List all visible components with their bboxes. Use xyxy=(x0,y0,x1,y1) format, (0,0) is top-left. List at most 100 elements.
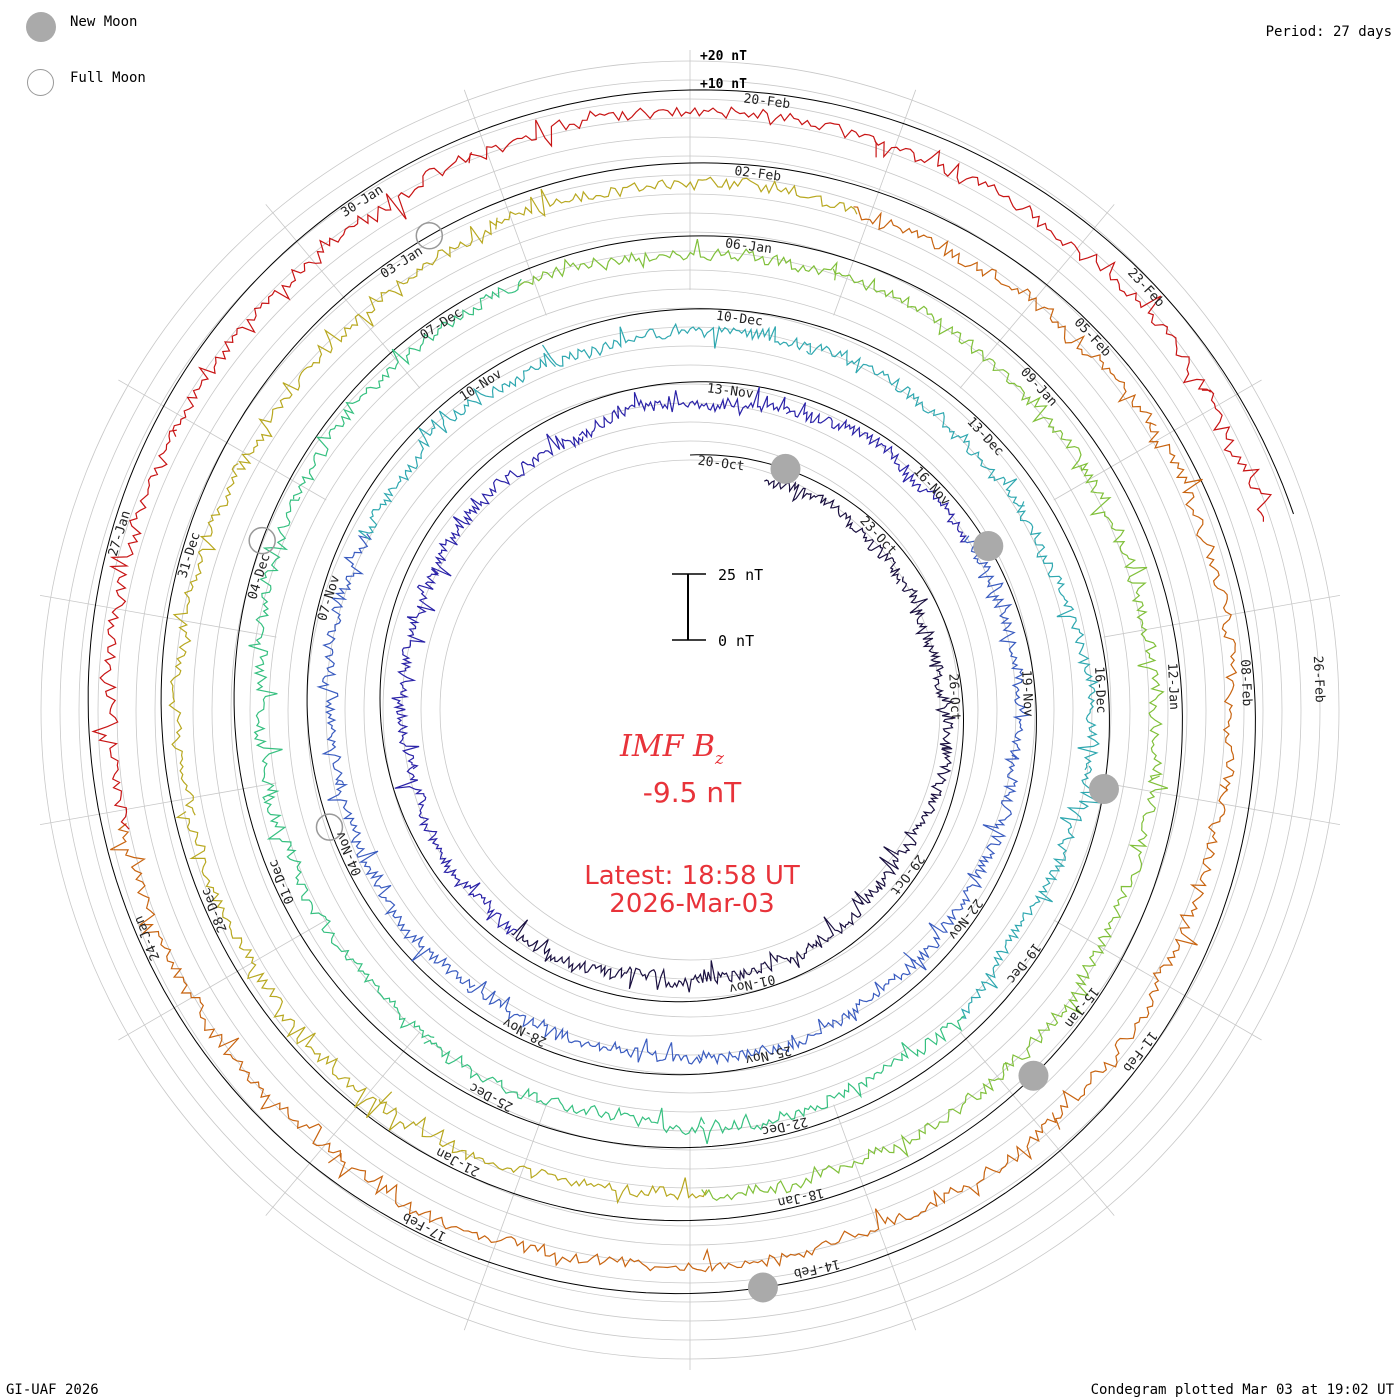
scale-bar-bottom-label: 0 nT xyxy=(718,632,754,650)
grid-ring xyxy=(344,364,1036,1056)
date-label: 20-Feb xyxy=(743,91,792,112)
date-label: 26-Oct xyxy=(945,673,962,721)
grid-ring xyxy=(230,250,1150,1170)
date-label: 20-Oct xyxy=(697,454,745,475)
bz-trace-segment xyxy=(328,1152,710,1273)
bz-trace-segment xyxy=(431,433,584,577)
reference-spiral xyxy=(87,89,1294,1295)
bz-trace-segment xyxy=(1054,784,1229,1130)
center-title: IMF B xyxy=(619,729,715,764)
bz-trace-segment xyxy=(901,576,956,749)
footer-credit: GI-UAF 2026 xyxy=(6,1382,99,1398)
date-label: 07-Dec xyxy=(418,305,466,343)
grid-spoke xyxy=(833,89,917,316)
grid-spoke xyxy=(265,1031,421,1216)
date-label: 13-Dec xyxy=(964,415,1007,460)
grid-spoke xyxy=(959,204,1115,389)
date-label: 23-Oct xyxy=(856,514,899,559)
bz-trace-segment xyxy=(1080,465,1165,781)
center-latest: Latest: 18:58 UT xyxy=(584,861,800,891)
date-label: 24-Jan xyxy=(131,913,163,962)
grid-spoke xyxy=(39,594,277,638)
data-traces xyxy=(91,106,1273,1273)
date-label: 23-Feb xyxy=(1124,266,1167,311)
date-label: 29-Oct xyxy=(887,851,927,897)
grid-ring xyxy=(325,345,1055,1075)
date-label: 19-Dec xyxy=(1003,940,1043,986)
new-moon-marker xyxy=(1088,773,1119,804)
grid-ring xyxy=(268,288,1112,1132)
bz-trace-segment xyxy=(293,278,522,500)
new-moon-marker xyxy=(747,1272,778,1303)
bz-trace-segment xyxy=(175,811,393,1119)
bz-trace-segment xyxy=(832,268,1089,472)
grid-ring xyxy=(173,193,1207,1227)
bz-trace-segment xyxy=(394,764,518,935)
date-label: 27-Jan xyxy=(106,509,134,558)
new-moon-marker xyxy=(1018,1060,1049,1091)
date-label: 16-Dec xyxy=(1091,666,1108,714)
bz-trace-segment xyxy=(518,238,838,287)
date-label: 11-Feb xyxy=(1119,1028,1159,1075)
bz-trace-segment xyxy=(168,463,239,816)
date-label: 26-Feb xyxy=(1310,655,1327,703)
date-label: 10-Nov xyxy=(457,367,505,405)
bz-trace-segment xyxy=(1004,775,1169,1071)
bz-trace-segment xyxy=(1148,422,1238,792)
bz-trace-segment xyxy=(853,206,1157,427)
reference-rings xyxy=(87,89,1294,1295)
date-label: 12-Jan xyxy=(1164,663,1181,711)
period-label: Period: 27 days xyxy=(1265,24,1392,40)
bz-trace-segment xyxy=(874,140,1212,393)
bz-trace-segment xyxy=(236,217,498,470)
grid-spoke xyxy=(1103,594,1341,638)
bz-trace-segment xyxy=(578,386,791,439)
grid-spoke xyxy=(265,204,421,389)
grid-ring xyxy=(192,212,1188,1208)
grid-spoke xyxy=(118,919,327,1041)
full-moon-legend-icon xyxy=(27,69,54,96)
grid-spokes xyxy=(39,50,1341,1370)
bz-trace-segment xyxy=(248,496,301,801)
bz-trace-segment xyxy=(316,533,373,784)
bz-trace-segment xyxy=(511,919,700,993)
full-moon-marker xyxy=(315,813,344,841)
date-label: 30-Jan xyxy=(339,183,387,221)
date-label: 03-Jan xyxy=(378,244,426,282)
date-label: 08-Feb xyxy=(1237,659,1254,707)
scale-bar: 25 nT 0 nT xyxy=(672,566,763,650)
date-label: 10-Dec xyxy=(715,309,763,330)
bz-trace-segment xyxy=(110,823,341,1158)
grid-ring xyxy=(249,269,1131,1151)
bz-trace-segment xyxy=(785,402,967,543)
bz-trace-segment xyxy=(854,745,953,905)
bz-trace-segment xyxy=(701,1062,1008,1202)
bz-trace-segment xyxy=(699,1015,966,1145)
grid-spoke xyxy=(118,379,327,501)
date-label: 06-Jan xyxy=(724,236,772,257)
bz-trace-segment xyxy=(495,176,858,230)
new-moon-legend-icon xyxy=(26,12,56,42)
bz-trace-segment xyxy=(378,1099,708,1205)
grid-ring xyxy=(382,402,998,1018)
bz-trace-segment xyxy=(468,106,877,164)
bz-trace-segment xyxy=(172,151,473,437)
ring-scale-label-20: +20 nT xyxy=(700,49,747,64)
date-label: 31-Dec xyxy=(176,530,204,579)
date-label: 04-Dec xyxy=(245,552,273,601)
full-moon-marker xyxy=(248,526,276,555)
grid-spoke xyxy=(833,1104,917,1331)
grid-ring xyxy=(420,440,960,980)
date-label: 13-Nov xyxy=(706,381,755,402)
scale-bar-top-label: 25 nT xyxy=(718,566,763,584)
new-moon-legend-label: New Moon xyxy=(70,14,138,30)
grid-ring xyxy=(287,307,1093,1113)
bz-trace-segment xyxy=(903,754,1020,971)
bz-trace-segment xyxy=(764,479,901,585)
bz-trace-segment xyxy=(702,1112,1057,1272)
date-label: 04-Nov xyxy=(333,829,365,878)
center-title-subscript: z xyxy=(714,749,725,769)
bz-trace-segment xyxy=(697,958,917,1066)
svg-text:IMF Bz: IMF Bz xyxy=(619,729,725,769)
